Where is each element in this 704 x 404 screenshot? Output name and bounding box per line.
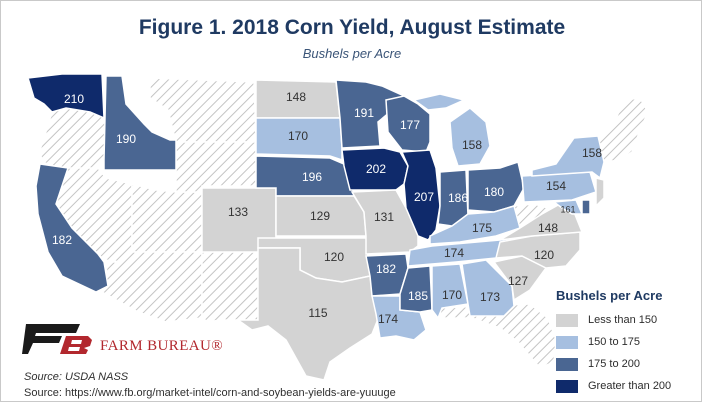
legend-item-less-than-150: Less than 150: [556, 310, 696, 330]
state-ca: [35, 163, 109, 293]
farm-bureau-logo-icon: [22, 324, 92, 354]
state-label-ms: 185: [408, 289, 428, 303]
brand-name: FARM BUREAU®: [100, 338, 224, 354]
source-primary: Source: USDA NASS: [24, 371, 129, 383]
legend: Bushels per Acre Less than 150 150 to 17…: [556, 288, 696, 398]
state-label-sd: 170: [288, 129, 308, 143]
state-label-ky: 175: [472, 221, 492, 235]
state-label-pa: 154: [546, 179, 566, 193]
state-ut-no-data: [131, 183, 203, 253]
legend-item-greater-than-200: Greater than 200: [556, 376, 696, 396]
state-ky: [429, 205, 521, 245]
state-label-wi: 177: [400, 118, 420, 132]
state-label-il: 207: [414, 190, 434, 204]
state-label-ks: 129: [310, 209, 330, 223]
state-new-england-no-data: [595, 97, 649, 163]
state-ms: [399, 265, 433, 313]
legend-item-175-to-200: 175 to 200: [556, 354, 696, 374]
state-label-md: 161: [560, 204, 575, 214]
state-label-mo: 131: [374, 210, 394, 224]
state-label-mi: 158: [462, 138, 482, 152]
state-fl-no-data: [439, 303, 557, 369]
page-title: Figure 1. 2018 Corn Yield, August Estima…: [138, 16, 566, 39]
state-label-wa: 210: [64, 92, 84, 106]
state-de: [581, 199, 591, 215]
legend-label: 150 to 175: [588, 336, 640, 348]
state-label-tx: 115: [308, 306, 327, 320]
state-mn: [335, 79, 406, 149]
state-label-ga: 173: [480, 290, 500, 304]
state-label-ia: 202: [366, 162, 386, 176]
state-label-al: 170: [442, 288, 462, 302]
state-wy-no-data: [175, 141, 257, 193]
state-va: [499, 203, 584, 241]
state-mt-no-data: [149, 77, 257, 143]
legend-item-150-to-175: 150 to 175: [556, 332, 696, 352]
state-label-sc: 127: [508, 274, 528, 288]
state-label-oh: 180: [484, 185, 504, 199]
state-label-mn: 191: [354, 106, 374, 120]
state-nj: [595, 177, 605, 208]
state-label-va: 148: [538, 221, 558, 235]
state-oh: [467, 161, 525, 213]
legend-swatch: [556, 357, 578, 371]
legend-label: 175 to 200: [588, 358, 640, 370]
state-ny: [531, 135, 605, 180]
state-label-ny: 158: [582, 146, 602, 160]
state-id: [103, 75, 177, 171]
state-mi-upper: [412, 93, 467, 111]
legend-swatch: [556, 313, 578, 327]
state-label-in: 186: [448, 191, 468, 205]
state-ga: [461, 259, 515, 317]
state-label-ne: 196: [302, 170, 322, 184]
legend-title: Bushels per Acre: [556, 288, 663, 303]
state-label-nc: 120: [534, 248, 554, 262]
state-label-nd: 148: [286, 90, 306, 104]
state-az-no-data: [101, 251, 203, 323]
state-al: [431, 263, 469, 320]
state-label-ok: 120: [324, 250, 344, 264]
state-or-no-data: [39, 107, 107, 171]
page-subtitle: Bushels per Acre: [302, 46, 402, 61]
state-label-tn: 174: [444, 246, 464, 260]
state-md: [551, 199, 584, 215]
legend-label: Greater than 200: [588, 380, 672, 392]
state-nm-no-data: [201, 251, 259, 323]
state-label-id: 190: [116, 132, 136, 146]
legend-swatch: [556, 379, 578, 393]
state-label-la: 174: [378, 312, 398, 326]
legend-swatch: [556, 335, 578, 349]
state-wa: [27, 73, 105, 120]
data-states: [27, 73, 605, 381]
state-tx: [235, 247, 381, 381]
state-wi: [385, 95, 431, 153]
state-il: [400, 149, 441, 241]
state-label-ar: 182: [376, 262, 396, 276]
state-label-ca: 182: [52, 233, 72, 247]
state-label-co: 133: [228, 205, 248, 219]
state-value-labels: 210 190 182 133 148 170 196 129 120 115 …: [52, 90, 602, 326]
state-mi: [449, 107, 491, 167]
legend-label: Less than 150: [588, 314, 658, 326]
source-secondary: Source: https://www.fb.org/market-intel/…: [24, 387, 396, 399]
